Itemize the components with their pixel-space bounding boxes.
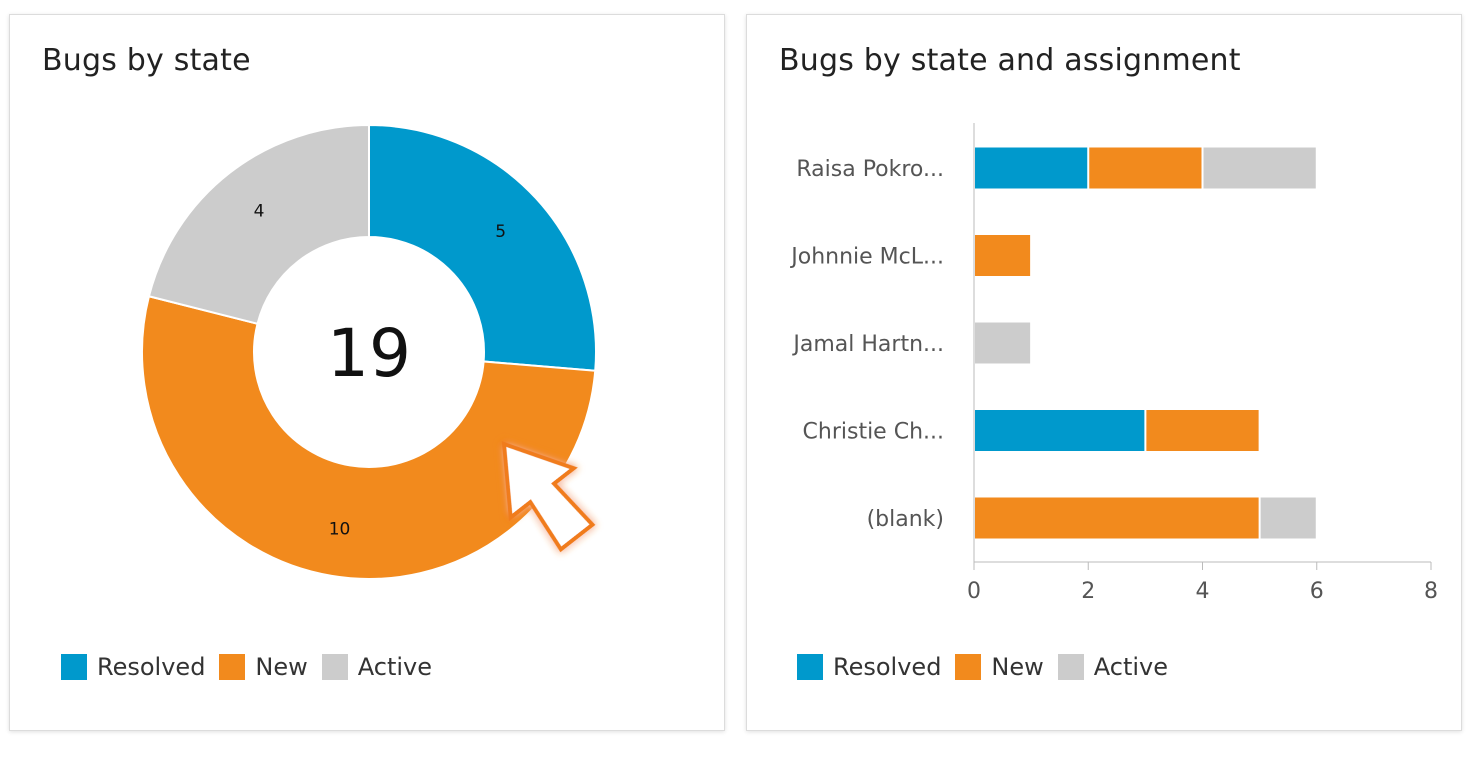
x-tick-label: 2 xyxy=(1081,579,1095,604)
x-tick-label: 4 xyxy=(1196,579,1210,604)
legend-label-active: Active xyxy=(357,653,433,681)
legend-swatch-resolved xyxy=(61,654,87,680)
donut-chart: 5 10 4 19 xyxy=(141,123,597,580)
category-label: Jamal Hartn... xyxy=(791,332,944,357)
donut-slice-active[interactable] xyxy=(147,123,370,325)
bar-segment-resolved[interactable] xyxy=(975,410,1145,451)
bar-segment-active[interactable] xyxy=(1203,147,1316,189)
donut-chart-title: Bugs by state xyxy=(42,43,251,78)
bugs-by-state-and-assignment-card: Bugs by state and assignment 0 2 4 6 8 Raisa … xyxy=(746,14,1462,731)
category-label: Raisa Pokro... xyxy=(796,157,944,182)
bar-segment-active[interactable] xyxy=(1260,497,1316,539)
bar-segment-new[interactable] xyxy=(975,497,1259,539)
bar-segment-new[interactable] xyxy=(1146,410,1259,451)
legend-item-active[interactable]: Active xyxy=(1057,653,1169,681)
legend-label-active: Active xyxy=(1093,653,1169,681)
legend-item-new[interactable]: New xyxy=(955,653,1044,681)
legend-swatch-active xyxy=(1057,654,1084,680)
mouse-cursor-icon xyxy=(501,441,596,553)
bar-segment-resolved[interactable] xyxy=(975,147,1088,189)
legend-swatch-new xyxy=(219,654,246,680)
legend-swatch-resolved xyxy=(797,654,823,680)
donut-value-label-new: 10 xyxy=(329,520,351,540)
bar-segment-active[interactable] xyxy=(975,322,1031,364)
legend-swatch-active xyxy=(321,654,348,680)
legend-label-new: New xyxy=(991,653,1044,681)
bar-segment-new[interactable] xyxy=(1089,147,1202,189)
bar-segment-new[interactable] xyxy=(975,235,1031,276)
donut-total: 19 xyxy=(327,315,411,392)
stacked-bar-chart: 0 2 4 6 8 Raisa Pokro... Johnnie McL... Jamal H… xyxy=(789,123,1438,604)
x-tick-label: 6 xyxy=(1310,579,1324,604)
category-label: Christie Ch... xyxy=(803,420,944,445)
donut-value-label-resolved: 5 xyxy=(495,222,506,242)
bugs-by-state-card: Bugs by state 5 10 4 19 Resolved New Active xyxy=(9,14,725,731)
donut-slice-new[interactable] xyxy=(141,295,597,580)
legend-item-resolved[interactable]: Resolved xyxy=(797,653,941,681)
donut-legend: Resolved New Active xyxy=(61,653,446,681)
cursor-arrow-shape xyxy=(501,441,596,553)
x-tick-label: 8 xyxy=(1424,579,1438,604)
legend-item-active[interactable]: Active xyxy=(321,653,433,681)
donut-slice-resolved[interactable] xyxy=(368,123,597,372)
donut-value-label-active: 4 xyxy=(254,202,265,222)
bar-chart-title: Bugs by state and assignment xyxy=(779,43,1241,78)
legend-item-resolved[interactable]: Resolved xyxy=(61,653,205,681)
category-label: (blank) xyxy=(867,507,944,532)
legend-item-new[interactable]: New xyxy=(219,653,308,681)
x-tick-label: 0 xyxy=(967,579,981,604)
category-label: Johnnie McL... xyxy=(789,245,944,270)
legend-label-resolved: Resolved xyxy=(97,653,206,681)
legend-swatch-new xyxy=(955,654,982,680)
bar-legend: Resolved New Active xyxy=(797,653,1182,681)
legend-label-resolved: Resolved xyxy=(833,653,942,681)
legend-label-new: New xyxy=(255,653,308,681)
